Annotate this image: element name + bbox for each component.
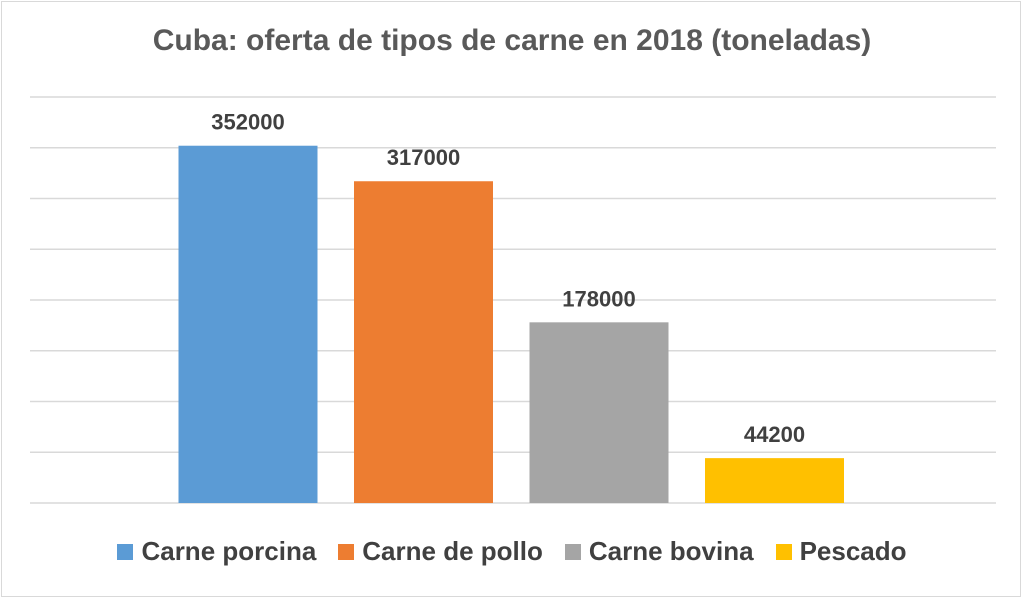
bar-carne-de-pollo [354,181,493,503]
data-label: 352000 [211,110,284,135]
data-labels-group: 352000 317000 178000 44200 [211,110,805,447]
bar-carne-porcina [178,145,318,503]
legend-item: Pescado [775,536,907,567]
legend-swatch [775,543,792,560]
legend-item: Carne de pollo [338,536,543,567]
legend-item: Carne porcina [117,536,316,567]
bar-carne-bovina [529,322,669,503]
chart-title: Cuba: oferta de tipos de carne en 2018 (… [152,24,872,57]
legend-label: Pescado [799,536,907,566]
legend-swatch [338,543,355,560]
legend-swatch [564,543,581,560]
legend-swatch [117,543,134,560]
bars-group [178,145,844,503]
data-label: 317000 [387,145,460,170]
data-label: 44200 [744,422,805,447]
legend-label: Carne bovina [588,536,754,566]
legend-label: Carne porcina [141,536,317,566]
bar-pescado [705,458,844,503]
gridlines [30,96,996,504]
legend-item: Carne bovina [564,536,754,567]
data-label: 178000 [562,286,635,311]
legend: Carne porcina Carne de pollo Carne bovina P… [0,536,1024,567]
legend-label: Carne de pollo [362,536,543,566]
